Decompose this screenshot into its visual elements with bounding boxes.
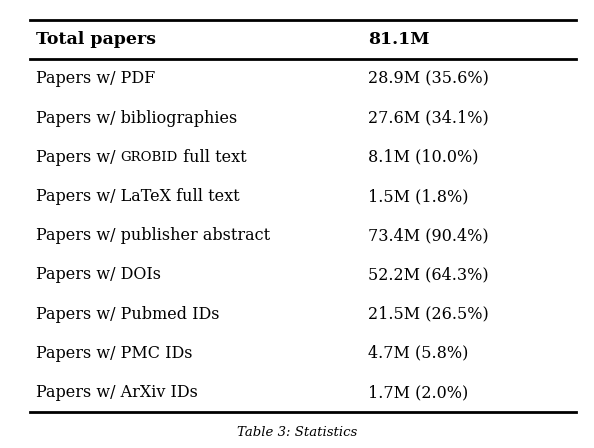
Text: Total papers: Total papers xyxy=(36,31,156,48)
Text: Papers w/ bibliographies: Papers w/ bibliographies xyxy=(36,110,237,127)
Text: Papers w/ PDF: Papers w/ PDF xyxy=(36,70,155,87)
Text: Papers w/ LaTeX full text: Papers w/ LaTeX full text xyxy=(36,188,239,205)
Text: 1.5M (1.8%): 1.5M (1.8%) xyxy=(368,188,469,205)
Text: 28.9M (35.6%): 28.9M (35.6%) xyxy=(368,70,489,87)
Text: 81.1M: 81.1M xyxy=(368,31,430,48)
Text: 73.4M (90.4%): 73.4M (90.4%) xyxy=(368,227,489,244)
Text: Papers w/ publisher abstract: Papers w/ publisher abstract xyxy=(36,227,270,244)
Text: 4.7M (5.8%): 4.7M (5.8%) xyxy=(368,345,469,362)
Text: 27.6M (34.1%): 27.6M (34.1%) xyxy=(368,110,489,127)
Text: 21.5M (26.5%): 21.5M (26.5%) xyxy=(368,306,489,323)
Text: Papers w/ PMC IDs: Papers w/ PMC IDs xyxy=(36,345,192,362)
Text: Papers w/: Papers w/ xyxy=(36,149,120,166)
Text: full text: full text xyxy=(178,149,246,166)
Text: 8.1M (10.0%): 8.1M (10.0%) xyxy=(368,149,479,166)
Text: 1.7M (2.0%): 1.7M (2.0%) xyxy=(368,384,469,401)
Text: GROBID: GROBID xyxy=(120,151,178,164)
Text: Papers w/ Pubmed IDs: Papers w/ Pubmed IDs xyxy=(36,306,219,323)
Text: Table 3: Statistics: Table 3: Statistics xyxy=(237,426,357,439)
Text: 52.2M (64.3%): 52.2M (64.3%) xyxy=(368,267,489,284)
Text: Papers w/ DOIs: Papers w/ DOIs xyxy=(36,267,160,284)
Text: Papers w/ ArXiv IDs: Papers w/ ArXiv IDs xyxy=(36,384,198,401)
